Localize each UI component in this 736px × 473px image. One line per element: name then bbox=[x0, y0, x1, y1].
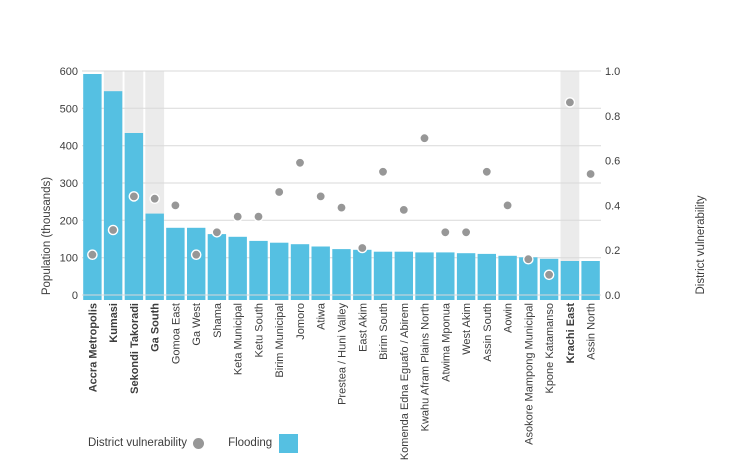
vulnerability-dot-atiwa[interactable] bbox=[315, 191, 327, 202]
flooding-bar-assin-north[interactable] bbox=[581, 261, 600, 300]
x-category-label-jomoro: Jomoro bbox=[295, 303, 307, 340]
vulnerability-dot-sekondi-takoradi[interactable] bbox=[128, 191, 140, 202]
vulnerability-dot-kumasi[interactable] bbox=[107, 224, 119, 236]
right-axis-tick-label: 0.6 bbox=[605, 156, 620, 168]
x-category-label-assin-north: Assin North bbox=[586, 303, 598, 360]
left-axis-tick-label: 400 bbox=[60, 141, 78, 153]
vulnerability-dot-ga-west[interactable] bbox=[190, 249, 202, 260]
right-axis-tick-label: 0.4 bbox=[605, 200, 620, 212]
left-axis-tick-label: 600 bbox=[60, 66, 78, 78]
flooding-bar-atwima-mponua[interactable] bbox=[436, 252, 455, 300]
x-category-label-komenda-edna-eguafo-abirem: Komenda Edna Eguafo / Abirem bbox=[399, 303, 411, 460]
vulnerability-dot-birim-municipal[interactable] bbox=[273, 186, 285, 198]
vulnerability-dot-west-akim[interactable] bbox=[460, 226, 472, 238]
x-category-label-prestea-huni-valley: Prestea / Huni Valley bbox=[337, 303, 349, 405]
vulnerability-dot-atwima-mponua[interactable] bbox=[439, 226, 451, 238]
x-category-label-atwima-mponua: Atwima Mponua bbox=[440, 302, 452, 382]
vulnerability-dot-assin-south[interactable] bbox=[481, 166, 493, 178]
x-category-label-ketu-south: Ketu South bbox=[254, 303, 266, 357]
right-axis-tick-label: 0.2 bbox=[605, 245, 620, 257]
x-category-label-east-akim: East Akim bbox=[357, 303, 369, 352]
flooding-bar-atiwa[interactable] bbox=[311, 246, 330, 301]
x-category-label-kwahu-afram-plains-north: Kwahu Afram Plains North bbox=[420, 303, 432, 431]
x-category-label-kumasi: Kumasi bbox=[108, 303, 120, 343]
legend-label-flooding[interactable]: Flooding bbox=[228, 437, 273, 449]
flooding-bar-keta-municipal[interactable] bbox=[228, 236, 247, 300]
flooding-swatch[interactable] bbox=[279, 433, 299, 453]
vulnerability-dot-aowin[interactable] bbox=[502, 200, 513, 211]
flooding-bar-birim-south[interactable] bbox=[373, 251, 393, 300]
right-axis-title: District vulnerability bbox=[695, 195, 707, 295]
x-category-label-birim-south: Birim South bbox=[378, 303, 390, 360]
vulnerability-dot-ketu-south[interactable] bbox=[253, 211, 264, 222]
flooding-bar-birim-municipal[interactable] bbox=[270, 242, 289, 300]
vulnerability-dot-swatch[interactable] bbox=[193, 437, 205, 449]
flooding-bar-sekondi-takoradi[interactable] bbox=[124, 133, 144, 300]
flooding-bar-accra-metropolis[interactable] bbox=[83, 74, 102, 300]
flooding-bar-prestea-huni-valley[interactable] bbox=[332, 249, 351, 300]
flooding-bar-west-akim[interactable] bbox=[456, 253, 476, 300]
left-axis-tick-label: 300 bbox=[60, 178, 78, 190]
x-category-label-sekondi-takoradi: Sekondi Takoradi bbox=[129, 303, 141, 394]
vulnerability-dot-jomoro[interactable] bbox=[294, 157, 306, 169]
flooding-bar-asokore-mampong-municipal[interactable] bbox=[519, 257, 538, 300]
vulnerability-dot-ga-south[interactable] bbox=[149, 193, 160, 204]
flooding-bar-aowin[interactable] bbox=[498, 255, 517, 300]
vulnerability-dot-prestea-huni-valley[interactable] bbox=[336, 202, 347, 213]
flooding-bar-komenda-edna-eguafo-abirem[interactable] bbox=[394, 251, 413, 300]
vulnerability-dot-keta-municipal[interactable] bbox=[232, 211, 243, 222]
x-category-label-kpone-katamanso: Kpone Katamanso bbox=[544, 303, 556, 394]
right-axis-tick-label: 1.0 bbox=[605, 66, 620, 78]
x-category-label-birim-municipal: Birim Municipal bbox=[274, 303, 286, 378]
vulnerability-dot-gomoa-east[interactable] bbox=[170, 200, 181, 211]
legend: District vulnerability Flooding bbox=[88, 433, 299, 453]
vulnerability-dot-asokore-mampong-municipal[interactable] bbox=[523, 253, 534, 265]
x-category-label-west-akim: West Akim bbox=[461, 303, 473, 355]
vulnerability-dot-birim-south[interactable] bbox=[377, 166, 389, 178]
legend-label-vulnerability[interactable]: District vulnerability bbox=[88, 437, 188, 449]
vulnerability-dot-kwahu-afram-plains-north[interactable] bbox=[419, 132, 430, 144]
left-axis-tick-label: 500 bbox=[60, 103, 78, 115]
flooding-bar-jomoro[interactable] bbox=[290, 244, 310, 300]
right-axis-tick-label: 0.8 bbox=[605, 111, 620, 123]
x-category-label-aowin: Aowin bbox=[503, 303, 515, 333]
left-axis-tick-label: 100 bbox=[60, 253, 78, 265]
vulnerability-dot-krachi-east[interactable] bbox=[564, 97, 576, 108]
x-category-label-shama: Shama bbox=[212, 302, 224, 338]
flooding-bar-ga-west[interactable] bbox=[187, 227, 206, 300]
x-category-label-keta-municipal: Keta Municipal bbox=[233, 303, 245, 375]
flooding-bar-ketu-south[interactable] bbox=[249, 240, 268, 300]
flooding-bar-kumasi[interactable] bbox=[103, 91, 123, 300]
vulnerability-dot-shama[interactable] bbox=[211, 226, 223, 238]
flooding-bar-krachi-east[interactable] bbox=[560, 261, 580, 300]
vulnerability-dot-kpone-katamanso[interactable] bbox=[543, 269, 555, 281]
flooding-bar-gomoa-east[interactable] bbox=[166, 227, 185, 300]
x-category-label-asokore-mampong-municipal: Asokore Mampong Municipal bbox=[523, 303, 535, 445]
vulnerability-dot-accra-metropolis[interactable] bbox=[87, 249, 98, 260]
right-axis-tick-label: 0.0 bbox=[605, 290, 620, 302]
left-axis-tick-label: 200 bbox=[60, 215, 78, 227]
flooding-bar-assin-south[interactable] bbox=[477, 253, 496, 300]
x-category-label-krachi-east: Krachi East bbox=[565, 303, 577, 364]
flooding-bar-ga-south[interactable] bbox=[145, 213, 164, 300]
flooding-bar-kwahu-afram-plains-north[interactable] bbox=[415, 252, 434, 300]
x-category-label-assin-south: Assin South bbox=[482, 303, 494, 362]
vulnerability-dot-east-akim[interactable] bbox=[356, 242, 368, 254]
flooding-bar-shama[interactable] bbox=[207, 234, 227, 300]
left-axis-tick-label: 0 bbox=[72, 290, 78, 302]
left-axis-title: Population (thousands) bbox=[41, 176, 53, 296]
flooding-bar-east-akim[interactable] bbox=[353, 249, 372, 300]
x-category-label-atiwa: Atiwa bbox=[316, 302, 328, 330]
vulnerability-dot-assin-north[interactable] bbox=[585, 168, 596, 180]
x-category-label-gomoa-east: Gomoa East bbox=[170, 303, 182, 364]
x-category-label-ga-west: Ga West bbox=[191, 303, 203, 346]
x-category-label-ga-south: Ga South bbox=[150, 303, 162, 352]
vulnerability-dot-komenda-edna-eguafo-abirem[interactable] bbox=[398, 204, 410, 216]
x-category-label-accra-metropolis: Accra Metropolis bbox=[87, 303, 99, 392]
